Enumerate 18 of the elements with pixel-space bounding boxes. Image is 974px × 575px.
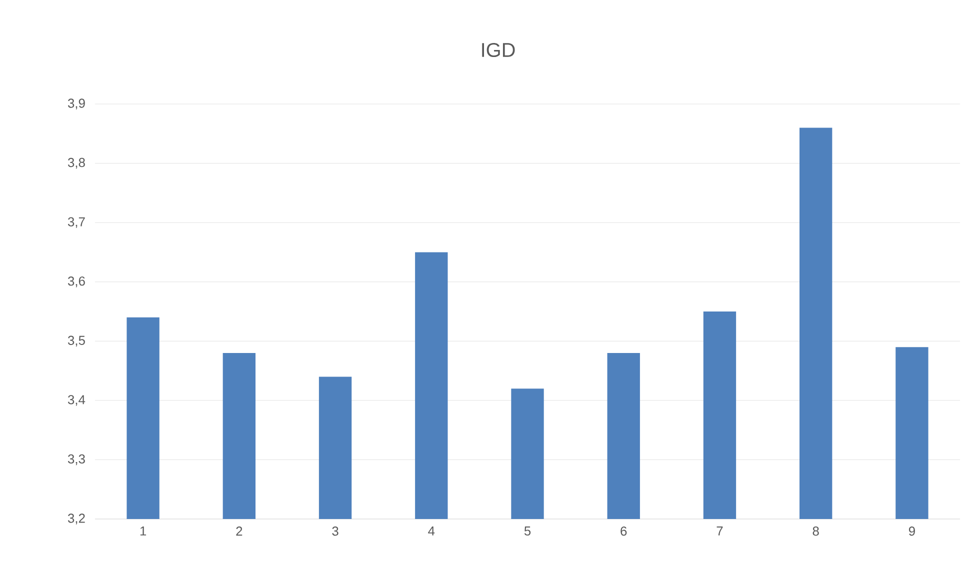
x-tick-label: 8: [812, 526, 819, 536]
x-tick-label: 7: [716, 526, 723, 536]
y-tick-label: 3,8: [68, 158, 85, 169]
x-tick-label: 6: [620, 526, 627, 536]
x-tick-label: 1: [140, 526, 146, 536]
y-tick-label: 3,3: [68, 454, 85, 466]
y-tick-label: 3,6: [68, 276, 85, 288]
y-tick-label: 3,4: [68, 395, 86, 406]
x-tick-label: 2: [236, 526, 242, 536]
chart-title: IGD: [482, 42, 515, 58]
y-tick-label: 3,9: [68, 98, 85, 110]
y-tick-label: 3,2: [68, 514, 85, 524]
y-tick-label: 3,7: [68, 217, 85, 228]
x-tick-label: 4: [428, 526, 435, 536]
x-tick-label: 3: [332, 526, 338, 536]
x-tick-label: 9: [908, 526, 915, 536]
x-tick-label: 5: [524, 526, 531, 536]
y-tick-label: 3,5: [68, 336, 85, 346]
